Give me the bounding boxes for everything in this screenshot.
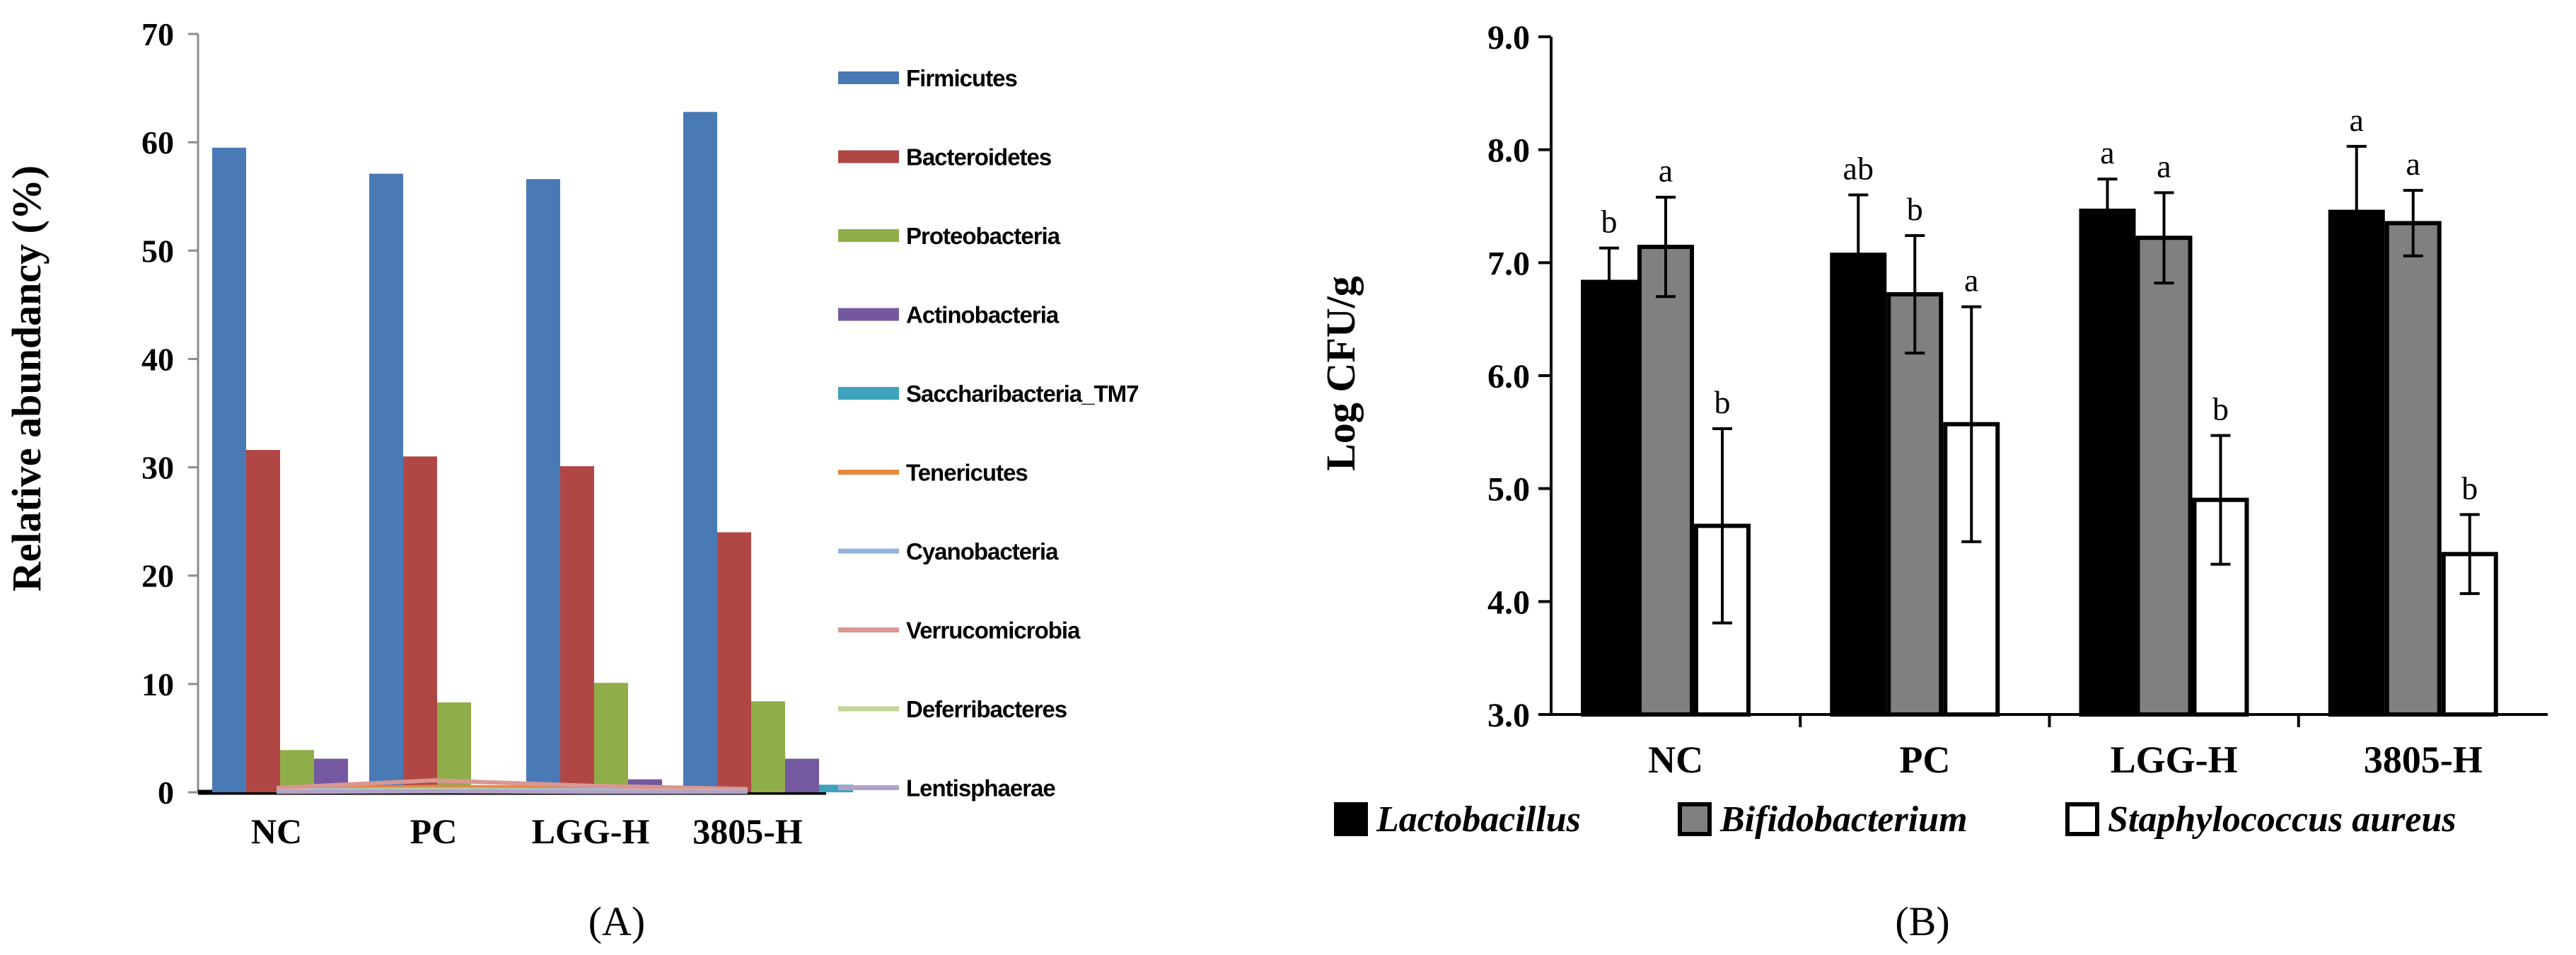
panel-a-bar-proteobacteria-lgg-h — [594, 683, 628, 792]
panel-b-significance-label: a — [2157, 148, 2171, 184]
panel-a-legend: Firmicutes Bacteroidetes Proteobacteria Act… — [838, 65, 1139, 801]
panel-b-legend-label: Staphylococcus aureus — [2108, 799, 2456, 840]
panel-a-legend-label: Deferribacteres — [906, 696, 1067, 722]
panel-a-bar-firmicutes-pc — [369, 173, 403, 792]
panel-b-bar-bifidobacterium-pc — [1886, 292, 1944, 717]
panel-a-bar-bacteroidetes-pc — [403, 456, 437, 792]
panel-b-significance-label: a — [2350, 102, 2364, 138]
panel-a-y-tick-label: 10 — [141, 666, 174, 702]
panel-a-bar-proteobacteria-3805-h — [751, 701, 785, 792]
panel-a-legend-label: Tenericutes — [906, 460, 1028, 486]
panel-b-legend-swatch-staphylococcus-aureus — [2065, 802, 2099, 836]
panel-b-label: (B) — [1895, 898, 1949, 944]
panel-a-bar-saccharibacteria-tm7-3805-h — [819, 785, 853, 792]
panel-a-bar-firmicutes-3805-h — [683, 112, 717, 792]
panel-b-y-tick-label: 8.0 — [1487, 132, 1530, 170]
panel-b-significance-label: b — [1601, 204, 1618, 240]
panel-a-y-axis-title: Relative abundancy (%) — [4, 166, 50, 592]
panel-a-bar-bacteroidetes-lgg-h — [560, 466, 594, 792]
panel-b-y-tick-label: 9.0 — [1487, 19, 1530, 57]
panel-a-legend-swatch-saccharibacteria-tm7 — [838, 387, 899, 400]
panel-a-bars — [212, 112, 853, 794]
panel-a-x-tick-label: 3805-H — [692, 811, 803, 851]
panel-b-significance-label: a — [2100, 134, 2114, 170]
panel-a-legend-label: Saccharibacteria_TM7 — [906, 381, 1139, 407]
panel-a-x-tick-label: LGG-H — [532, 811, 650, 851]
panel-a-legend-label: Lentisphaerae — [906, 775, 1055, 801]
panel-a-line-verrucomicrobia — [276, 778, 748, 792]
panel-a-bar-firmicutes-lgg-h — [526, 179, 560, 792]
panel-b-significance-label: b — [2461, 470, 2478, 506]
panel-a-bar-firmicutes-nc — [212, 147, 246, 793]
panel-a-legend-swatch-actinobacteria — [838, 308, 899, 321]
panel-b-significance-label: a — [1964, 262, 1978, 299]
panel-b-x-tick-label: NC — [1648, 739, 1703, 781]
panel-a-label: (A) — [588, 898, 646, 944]
panel-b-significance-label: a — [2406, 146, 2420, 182]
panel-b-legend-swatch-lactobacillus — [1334, 802, 1368, 836]
panel-b-bar-bifidobacterium-3805-h — [2384, 221, 2442, 717]
panel-b-x-tick-label: PC — [1899, 739, 1950, 781]
panel-a-y-tick-label: 50 — [141, 233, 174, 269]
panel-a-y-tick-label: 0 — [158, 775, 174, 811]
panel-a-bar-bacteroidetes-nc — [246, 450, 280, 792]
panel-b-y-tick-label: 4.0 — [1487, 584, 1530, 621]
panel-a-legend-label: Bacteroidetes — [906, 144, 1051, 170]
panel-a-line-lentisphaerae — [276, 789, 748, 794]
panel-a-y-tick-label: 60 — [141, 125, 174, 161]
panel-b-bar-lactobacillus-lgg-h — [2079, 208, 2136, 717]
panel-a-legend-label: Actinobacteria — [906, 302, 1060, 328]
panel-b-x-tick-label: 3805-H — [2364, 739, 2483, 781]
panel-b-legend: Lactobacillus Bifidobacterium Staphylococc… — [1334, 799, 2456, 840]
panel-b-bar-lactobacillus-3805-h — [2328, 209, 2385, 717]
panel-a-legend-swatch-proteobacteria — [838, 229, 899, 242]
panel-b-bar-staphylococcus-aureus-nc — [1694, 523, 1751, 717]
panel-b-significance-label: b — [2212, 391, 2229, 427]
panel-a-y-tick-label: 30 — [141, 450, 174, 486]
panel-a-legend-swatch-bacteroidetes — [838, 150, 899, 163]
panel-b-legend-swatch-bifidobacterium — [1678, 802, 1712, 836]
panel-b-bar-lactobacillus-pc — [1830, 253, 1887, 717]
panel-b-legend-label: Bifidobacterium — [1719, 799, 1968, 840]
panel-a-legend-label: Cyanobacteria — [906, 538, 1059, 565]
panel-a-legend-label: Verrucomicrobia — [906, 618, 1081, 644]
panel-a-bar-proteobacteria-pc — [437, 702, 471, 792]
panel-b-y-tick-label: 7.0 — [1487, 245, 1530, 282]
panel-a-x-tick-label: PC — [410, 811, 458, 851]
panel-a-legend-label: Firmicutes — [906, 65, 1017, 91]
panel-a-y-tick-label: 70 — [141, 16, 174, 52]
panel-a-bar-actinobacteria-3805-h — [785, 758, 819, 792]
panel-b-significance-label: ab — [1843, 151, 1874, 187]
panel-b-y-tick-label: 3.0 — [1487, 697, 1530, 734]
panel-b-y-tick-label: 5.0 — [1487, 471, 1530, 509]
panel-b-x-tick-label: LGG-H — [2111, 739, 2238, 781]
panel-a: 0 10 20 30 40 50 60 70 NC PC LGG-H 3805-H Firmicute… — [4, 16, 1139, 944]
panel-a-y-tick-label: 40 — [141, 341, 174, 377]
panel-b-bars — [1581, 144, 2498, 717]
panel-b-significance-label: a — [1659, 153, 1673, 189]
panel-b-significance-label: b — [1715, 384, 1731, 420]
panel-a-x-tick-label: NC — [251, 811, 302, 851]
panel-a-legend-label: Proteobacteria — [906, 223, 1061, 249]
panel-b-bar-bifidobacterium-nc — [1637, 244, 1694, 717]
panel-a-y-tick-label: 20 — [141, 558, 174, 594]
panel-b-bar-lactobacillus-nc — [1581, 279, 1637, 717]
panel-a-tick-labels: 0 10 20 30 40 50 60 70 NC PC LGG-H 3805-H — [141, 16, 803, 851]
panel-b-y-axis-title: Log CFU/g — [1318, 276, 1364, 471]
panel-a-bar-bacteroidetes-3805-h — [717, 532, 751, 792]
panel-b-y-tick-label: 6.0 — [1487, 358, 1530, 395]
panel-b-legend-label: Lactobacillus — [1376, 799, 1581, 840]
panel-a-legend-swatch-firmicutes — [838, 71, 899, 84]
panel-b-bar-bifidobacterium-lgg-h — [2135, 236, 2193, 717]
panel-b-significance-label: b — [1907, 191, 1923, 227]
